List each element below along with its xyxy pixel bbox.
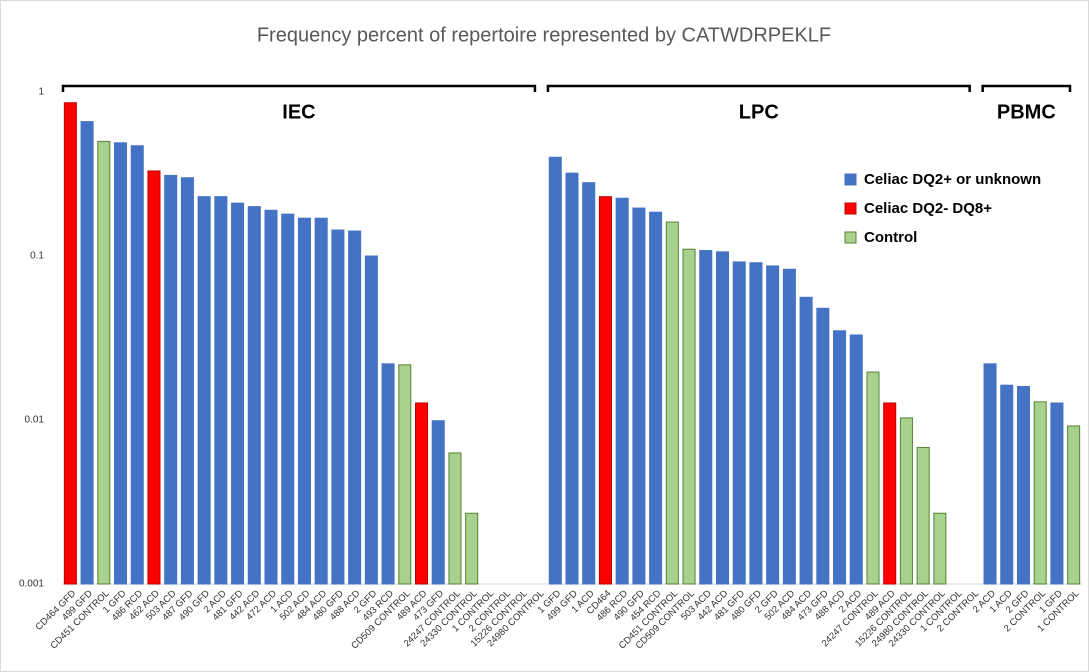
legend-label: Celiac DQ2- DQ8+ [864, 200, 992, 217]
bar [281, 213, 295, 585]
bar [348, 230, 362, 585]
legend-swatch [844, 231, 857, 244]
y-tick-label: 1 [38, 87, 44, 98]
bar [883, 402, 897, 585]
legend-swatch [844, 202, 857, 215]
bar [899, 417, 913, 585]
bar [598, 196, 612, 585]
group-label: PBMC [997, 101, 1056, 123]
bar [548, 156, 562, 585]
bar [97, 140, 111, 585]
bar [732, 261, 746, 585]
group-bracket [981, 84, 1072, 92]
y-tick-label: 0.001 [19, 579, 44, 590]
bar [114, 142, 128, 585]
bar [749, 262, 763, 585]
bar [833, 330, 847, 585]
bar [331, 229, 345, 585]
bar [816, 307, 830, 585]
bar [799, 296, 813, 585]
bar [214, 196, 228, 585]
bar [1067, 425, 1081, 585]
bar [130, 145, 144, 585]
bar [1050, 402, 1064, 585]
bar [649, 211, 663, 585]
group-label: IEC [282, 101, 315, 123]
y-tick-label: 0.1 [30, 251, 44, 262]
bar [665, 221, 679, 585]
group-bracket [546, 84, 971, 92]
bar [682, 248, 696, 585]
bar [933, 512, 947, 585]
bar [448, 452, 462, 585]
bar [264, 209, 278, 585]
bar [565, 172, 579, 585]
bar [465, 512, 479, 585]
bar [715, 251, 730, 585]
bar [364, 255, 378, 585]
bar [164, 174, 178, 585]
bar [63, 102, 77, 585]
bar [297, 217, 311, 585]
legend-label: Control [864, 229, 917, 246]
y-tick-label: 0.01 [25, 415, 45, 426]
bar [866, 371, 880, 585]
bar [381, 363, 395, 585]
bar [615, 197, 629, 585]
bar [231, 202, 245, 585]
bar [197, 196, 211, 585]
bar [431, 420, 445, 585]
bar [582, 182, 596, 585]
bar [782, 268, 796, 585]
bar [983, 363, 997, 585]
bar [80, 121, 94, 585]
bar [147, 170, 161, 585]
bar [766, 265, 780, 585]
bar [1016, 386, 1030, 585]
bar [398, 364, 412, 585]
bar [1000, 384, 1014, 585]
chart-title: Frequency percent of repertoire represen… [257, 24, 831, 46]
bar [247, 206, 261, 585]
bar [1033, 401, 1047, 585]
group-bracket [61, 84, 537, 92]
legend-label: Celiac DQ2+ or unknown [864, 171, 1041, 188]
bar [699, 250, 713, 585]
bar [180, 177, 194, 585]
bar [314, 217, 328, 585]
legend-swatch [844, 173, 857, 186]
bar [632, 207, 646, 585]
group-label: LPC [739, 101, 779, 123]
bar [414, 402, 429, 585]
bar [849, 334, 863, 585]
bar [916, 446, 930, 585]
